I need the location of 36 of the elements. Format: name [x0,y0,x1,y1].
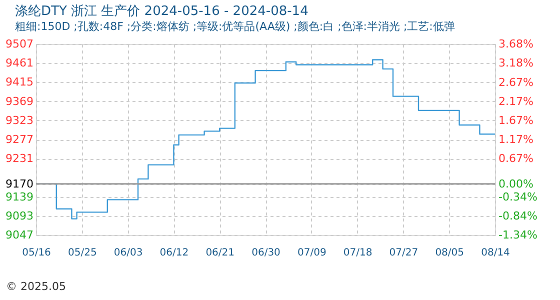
y2-tick-label: 0.67% [498,152,534,166]
y2-tick-label: -0.84% [498,209,538,222]
x-tick-label: 06/21 [206,248,235,258]
y2-tick-label: 1.67% [498,114,534,127]
x-tick-label: 06/12 [160,248,189,258]
x-tick-label: 06/03 [114,248,143,258]
y2-tick-label: 2.67% [498,76,534,89]
x-tick-label: 07/18 [343,248,372,258]
y-tick-label: 9231 [6,152,34,166]
y2-tick-label: 0.00% [498,178,534,191]
y-tick-label: 9369 [6,94,34,108]
y2-tick-label: 1.17% [498,133,534,146]
y2-tick-label: 3.18% [498,56,534,70]
x-tick-label: 06/30 [252,248,280,258]
y-tick-label: 9139 [6,190,34,204]
y-tick-label: 9093 [6,209,34,222]
x-tick-label: 05/25 [68,248,97,258]
y-tick-label: 9277 [6,133,34,146]
y-tick-label: 9507 [6,38,34,50]
x-tick-label: 07/27 [389,248,418,258]
text: © 2025.05 [6,280,66,293]
x-tick-label: 08/05 [435,248,464,258]
chart-subtitle: 粗细:150D ;孔数:48F ;分类:熔体纺 ;等级:优等品(AA级) ;颜色:白 ;色泽:半消光 ;工艺:低弹 [15,20,455,33]
x-tick-label: 05/16 [22,248,51,258]
y-tick-label: 9461 [6,56,34,70]
y-tick-label: 9323 [6,114,34,127]
y-tick-label: 9170 [6,177,34,190]
chart-title: 涤纶DTY 浙江 生产价 2024-05-16 - 2024-08-14 [15,4,308,19]
y2-tick-label: 2.17% [498,94,534,108]
x-tick-label: 07/09 [297,248,326,258]
y-tick-label: 9047 [6,228,34,242]
x-tick-label: 08/14 [481,248,510,258]
y2-tick-label: -1.34% [498,228,538,242]
y-tick-label: 9415 [6,76,34,89]
y2-tick-label: -0.34% [498,190,538,204]
y2-tick-label: 3.68% [498,38,534,50]
